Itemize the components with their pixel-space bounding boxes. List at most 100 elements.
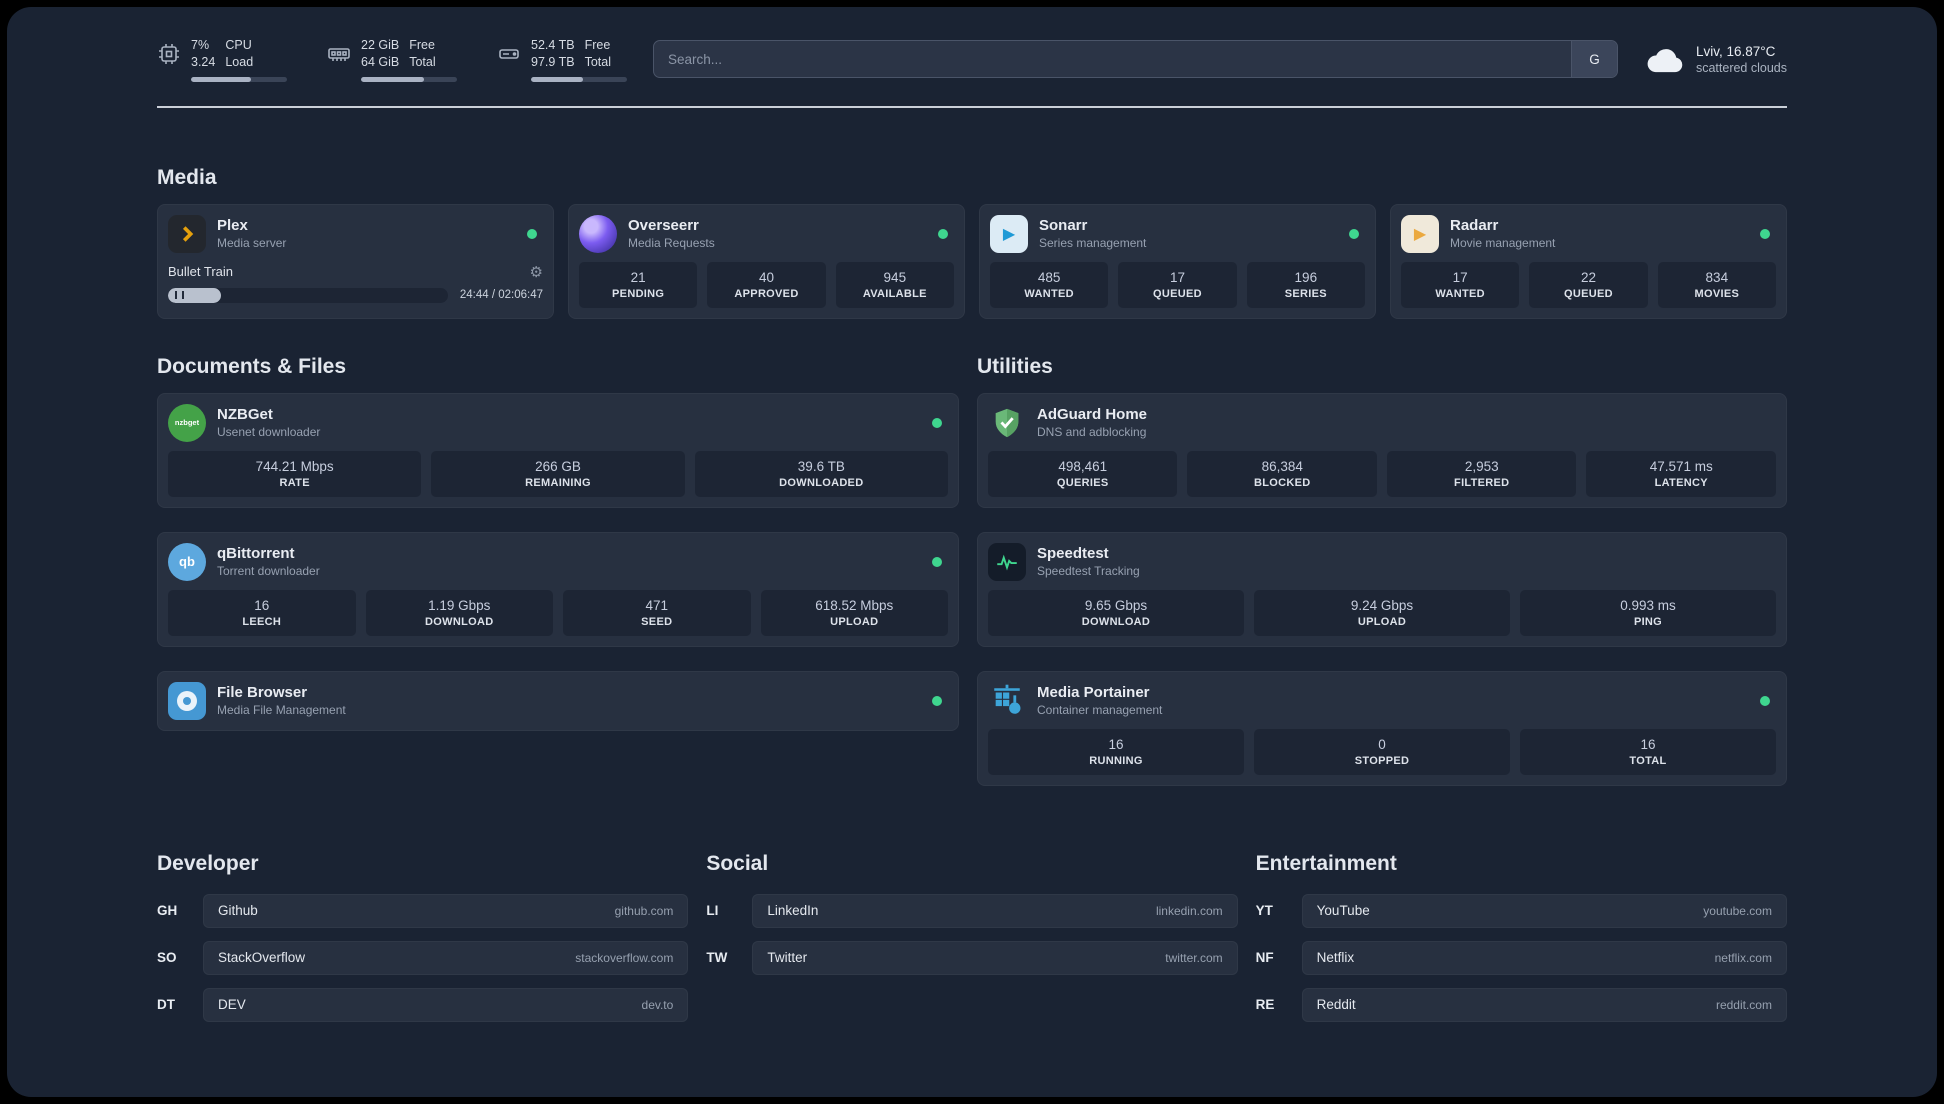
service-subtitle: Series management [1039,236,1147,251]
stat-box: 485 WANTED [990,261,1109,308]
stat-box: 266 GB REMAINING [431,450,685,497]
service-card-adguard[interactable]: AdGuard Home DNS and adblocking 498,461 … [976,392,1787,508]
stat-box: 86,384 BLOCKED [1187,450,1377,497]
bookmarks-entertainment: Entertainment YT YouTube youtube.com NF [1256,852,1787,1022]
adguard-icon [988,404,1026,442]
search-engine-button[interactable]: G [1570,41,1617,78]
section-documents-utilities: Documents & Files nzbget NZBGet Usenet d… [157,355,1787,786]
service-card-portainer[interactable]: Media Portainer Container management 16 … [976,670,1787,786]
status-dot [1760,695,1770,706]
bookmark-url: twitter.com [1165,950,1223,965]
disk-free: 52.4 TB [531,38,575,52]
stat-box: 945 AVAILABLE [835,261,954,308]
bookmark-url: github.com [614,903,674,918]
stat-box: 618.52 Mbps UPLOAD [760,589,948,636]
bookmarks-social: Social LI LinkedIn linkedin.com TW [706,852,1238,1022]
bookmark-youtube[interactable]: YT YouTube youtube.com [1256,893,1787,928]
ram-icon [327,42,351,66]
bookmark-abbr: SO [157,950,177,966]
ram-label-1: Free [409,38,435,52]
stat-box: 16 TOTAL [1519,728,1776,775]
stat-box: 1.19 Gbps DOWNLOAD [365,589,553,636]
service-card-speedtest[interactable]: Speedtest Speedtest Tracking 9.65 Gbps D… [976,531,1787,647]
service-card-qbittorrent[interactable]: qb qBittorrent Torrent downloader 16 [157,531,959,647]
dashboard-window: 7% 3.24 CPU Load [7,7,1937,1097]
now-playing-title: Bullet Train [168,264,234,280]
cpu-load: 3.24 [191,54,216,69]
stat-box: 40 APPROVED [707,261,826,308]
ram-progress-bar [361,76,457,82]
top-bar: 7% 3.24 CPU Load [157,7,1787,82]
bookmark-stackoverflow[interactable]: SO StackOverflow stackoverflow.com [157,940,689,975]
cpu-label-2: Load [225,54,254,69]
bookmark-name: Reddit [1316,997,1356,1013]
service-title: Radarr [1450,217,1499,235]
bookmark-github[interactable]: GH Github github.com [157,893,689,928]
bookmark-twitter[interactable]: TW Twitter twitter.com [706,940,1238,975]
cloud-icon [1646,44,1684,74]
stat-box: 17 QUEUED [1118,261,1237,308]
stat-box: 0 STOPPED [1253,728,1510,775]
service-card-overseerr[interactable]: Overseerr Media Requests 21 PENDING 40 A… [568,203,965,319]
filebrowser-icon [168,681,206,720]
stat-box: 2,953 FILTERED [1386,450,1577,497]
stat-box: 17 WANTED [1401,261,1520,308]
bookmark-url: dev.to [641,997,674,1012]
status-dot [938,228,948,239]
bookmark-abbr: RE [1255,997,1275,1013]
bookmark-name: StackOverflow [218,950,306,966]
status-dot [931,695,942,706]
stat-box: 498,461 QUERIES [987,450,1178,497]
bookmark-reddit[interactable]: RE Reddit reddit.com [1255,987,1787,1022]
cpu-label-1: CPU [225,38,252,52]
documents-heading: Documents & Files [157,354,347,378]
bookmark-netflix[interactable]: NF Netflix netflix.com [1256,940,1787,975]
stat-box: 39.6 TB DOWNLOADED [694,450,948,497]
sonarr-icon: ▶ [990,214,1028,253]
service-title: Media Portainer [1036,684,1150,702]
service-card-nzbget[interactable]: nzbget NZBGet Usenet downloader 744.21 M… [157,392,959,508]
ram-total: 64 GiB [361,54,400,69]
bookmark-url: reddit.com [1715,997,1772,1012]
search-bar: G [653,40,1618,79]
service-title: NZBGet [217,406,273,424]
disk-total: 97.9 TB [531,54,575,69]
bookmark-dev[interactable]: DT DEV dev.to [157,987,689,1022]
weather-widget[interactable]: Lviv, 16.87°C scattered clouds [1646,44,1787,75]
bookmark-abbr: LI [706,903,719,919]
stat-box: 196 SERIES [1246,261,1365,308]
status-dot [527,228,537,239]
disk-metric: 52.4 TB 97.9 TB Free Total [497,37,627,82]
disk-label-1: Free [584,38,611,52]
service-title: qBittorrent [217,545,295,563]
gear-icon[interactable]: ⚙ [529,263,543,281]
bookmark-name: Github [218,903,258,919]
bookmark-name: LinkedIn [767,903,819,919]
bookmark-url: netflix.com [1714,950,1772,965]
status-dot [1349,228,1359,239]
service-title: File Browser [217,684,308,702]
stat-box: 16 LEECH [168,589,356,636]
topbar-divider [157,105,1787,108]
cpu-progress-bar [191,76,287,82]
status-dot [1760,228,1770,239]
utilities-column: Utilities AdGuard Home DNS and adblockin… [976,355,1787,786]
search-input[interactable] [654,41,1571,78]
service-subtitle: Usenet downloader [217,425,321,440]
service-subtitle: DNS and adblocking [1036,425,1147,440]
system-metrics: 7% 3.24 CPU Load [157,37,627,82]
weather-location: Lviv, 16.87°C [1695,43,1776,59]
nzbget-icon: nzbget [168,403,206,442]
disk-label-2: Total [584,54,611,69]
bookmark-linkedin[interactable]: LI LinkedIn linkedin.com [706,893,1238,928]
service-card-radarr[interactable]: ▶ Radarr Movie management 17 WANTED [1390,203,1787,319]
bookmark-name: YouTube [1316,903,1370,919]
speedtest-icon [987,542,1026,581]
service-card-filebrowser[interactable]: File Browser Media File Management [157,670,959,731]
service-card-plex[interactable]: Plex Media server Bullet Train ⚙ [157,203,554,319]
service-card-sonarr[interactable]: ▶ Sonarr Series management 485 WANTED [979,203,1376,319]
service-title: Overseerr [628,217,699,235]
service-subtitle: Speedtest Tracking [1036,564,1140,579]
pause-icon[interactable] [175,291,184,300]
stat-box: 16 RUNNING [987,728,1244,775]
